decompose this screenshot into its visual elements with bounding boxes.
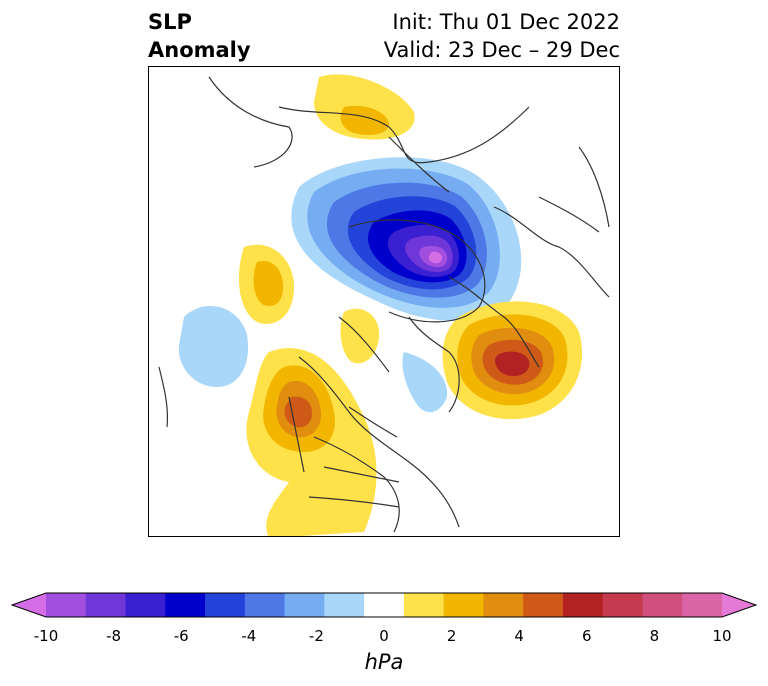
colorbar-tick-label: -6	[173, 627, 189, 645]
title-line-2: Anomaly	[148, 38, 251, 62]
colorbar-tick-label: -10	[33, 627, 59, 645]
colorbar-tick-label: 2	[446, 627, 457, 645]
map-title: SLP Anomaly	[148, 8, 251, 64]
colorbar-segment	[562, 593, 604, 617]
colorbar-extend-max	[722, 593, 756, 617]
colorbar-segment	[364, 593, 405, 617]
colorbar-tick-label: 0	[379, 627, 389, 645]
colorbar-segment	[642, 593, 683, 617]
colorbar-segment	[443, 593, 484, 617]
negative-anomaly-siberia	[291, 157, 522, 321]
title-line-1: SLP	[148, 10, 192, 34]
negative-anomaly-canada	[402, 352, 448, 413]
valid-date-range: Valid: 23 Dec – 29 Dec	[383, 38, 620, 62]
colorbar-tick-label: 10	[712, 627, 732, 645]
positive-anomaly-gulf-of-alaska	[238, 244, 294, 324]
colorbar-segment	[284, 593, 325, 617]
anomaly-map	[148, 66, 620, 537]
init-date: Init: Thu 01 Dec 2022	[392, 10, 620, 34]
colorbar-segment	[602, 593, 643, 617]
forecast-dates: Init: Thu 01 Dec 2022 Valid: 23 Dec – 29…	[384, 8, 620, 64]
colorbar-segment	[483, 593, 524, 617]
positive-anomaly-north-atlantic	[442, 301, 583, 420]
colorbar-segment	[205, 593, 246, 617]
negative-anomaly-north-pacific-west	[178, 305, 249, 387]
colorbar-tick-label: -2	[308, 627, 324, 645]
colorbar-segment	[85, 593, 127, 617]
colorbar-tick-label: -8	[106, 627, 122, 645]
colorbar-tick-label: -4	[241, 627, 257, 645]
positive-anomaly-north-top	[314, 74, 415, 140]
colorbar-segment	[125, 593, 166, 617]
colorbar-outline	[10, 592, 758, 618]
colorbar-tick-label: 4	[514, 627, 524, 645]
colorbar-segment	[324, 593, 365, 617]
colorbar-segment	[165, 593, 206, 617]
colorbar-tick-label: 8	[649, 627, 660, 645]
positive-anomaly-north-pacific	[246, 348, 377, 536]
colorbar-tick-label: 6	[582, 627, 592, 645]
colorbar-units: hPa	[364, 650, 404, 674]
colorbar-segment	[682, 593, 723, 617]
colorbar-extend-min	[12, 593, 46, 617]
colorbar-segment	[244, 593, 286, 617]
colorbar	[0, 585, 768, 625]
colorbar-segment	[403, 593, 445, 617]
colorbar-segment	[46, 593, 87, 617]
colorbar-segment	[523, 593, 564, 617]
coastlines	[158, 76, 610, 533]
